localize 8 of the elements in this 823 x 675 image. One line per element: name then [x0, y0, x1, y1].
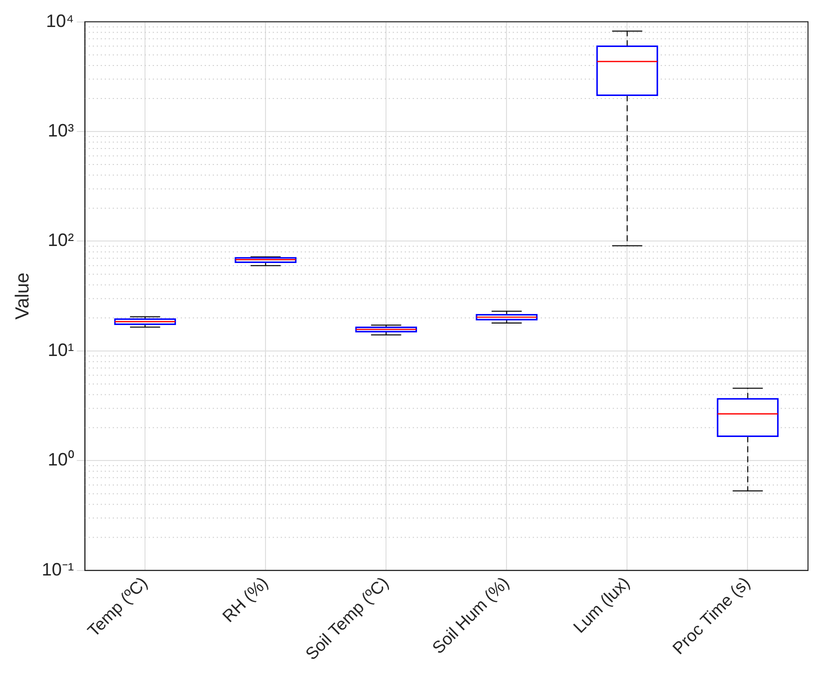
y-tick-label: 10⁰ [48, 450, 74, 470]
x-tick-label: RH (%) [218, 573, 272, 626]
y-tick-label: 10² [48, 230, 74, 250]
y-tick-label: 10⁻¹ [42, 559, 74, 580]
y-tick-label: 10⁴ [46, 10, 74, 31]
y-axis-title: Value [12, 272, 34, 320]
y-tick-label: 10¹ [48, 340, 74, 360]
y-tick-label: 10³ [48, 120, 74, 140]
